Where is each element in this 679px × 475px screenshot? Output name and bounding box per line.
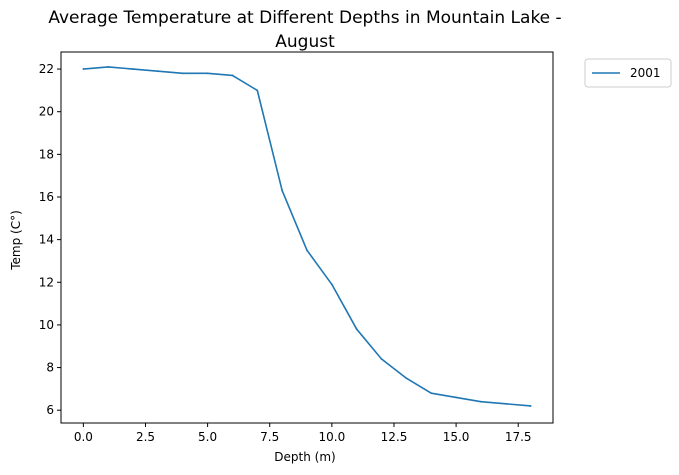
legend-box [584,58,672,88]
data-point [405,377,408,380]
data-point [480,400,482,403]
data-point [157,70,159,73]
series-line-2001 [83,66,531,407]
y-axis-label: Temp (C°) [9,210,23,271]
chart-title-line-1: Average Temperature at Different Depths … [48,8,561,28]
x-tick-label: 17.5 [505,430,532,444]
y-axis-ticks: 6 8 10 12 14 16 18 20 22 [39,62,61,417]
data-point [355,328,358,331]
y-tick-label: 8 [46,361,54,375]
data-point [430,392,433,395]
y-tick-label: 22 [39,62,54,76]
data-point [504,402,507,405]
x-tick-label: 15.0 [443,430,470,444]
data-point [107,66,110,68]
data-point [181,72,184,75]
data-point [132,68,134,70]
plot-area [60,51,554,424]
x-axis-ticks: 0.0 2.5 5.0 7.5 10.0 12.5 15.0 17.5 [74,423,532,444]
chart-title-line-2: August [275,32,335,52]
data-point [281,189,284,192]
y-tick-label: 18 [39,147,54,161]
y-tick-label: 20 [39,105,54,119]
data-point [256,89,259,92]
data-point [82,68,85,70]
data-point [330,283,333,286]
x-tick-label: 12.5 [381,430,408,444]
x-tick-label: 0.0 [74,430,93,444]
y-tick-label: 6 [46,403,54,417]
y-tick-label: 14 [39,233,54,247]
legend-label-2001: 2001 [630,66,661,80]
x-tick-label: 7.5 [260,430,279,444]
data-point [380,358,383,360]
legend: 2001 [584,58,672,88]
data-point [206,72,209,75]
data-point [306,249,308,252]
data-point [529,405,532,407]
x-tick-label: 10.0 [318,430,345,444]
x-tick-label: 2.5 [136,430,155,444]
x-tick-label: 5.0 [198,430,217,444]
data-point [231,74,234,77]
y-tick-label: 12 [39,275,54,289]
data-point [455,396,457,399]
y-tick-label: 10 [39,318,54,332]
y-tick-label: 16 [39,190,54,204]
x-axis-label: Depth (m) [274,450,335,464]
series-layer [82,66,532,407]
